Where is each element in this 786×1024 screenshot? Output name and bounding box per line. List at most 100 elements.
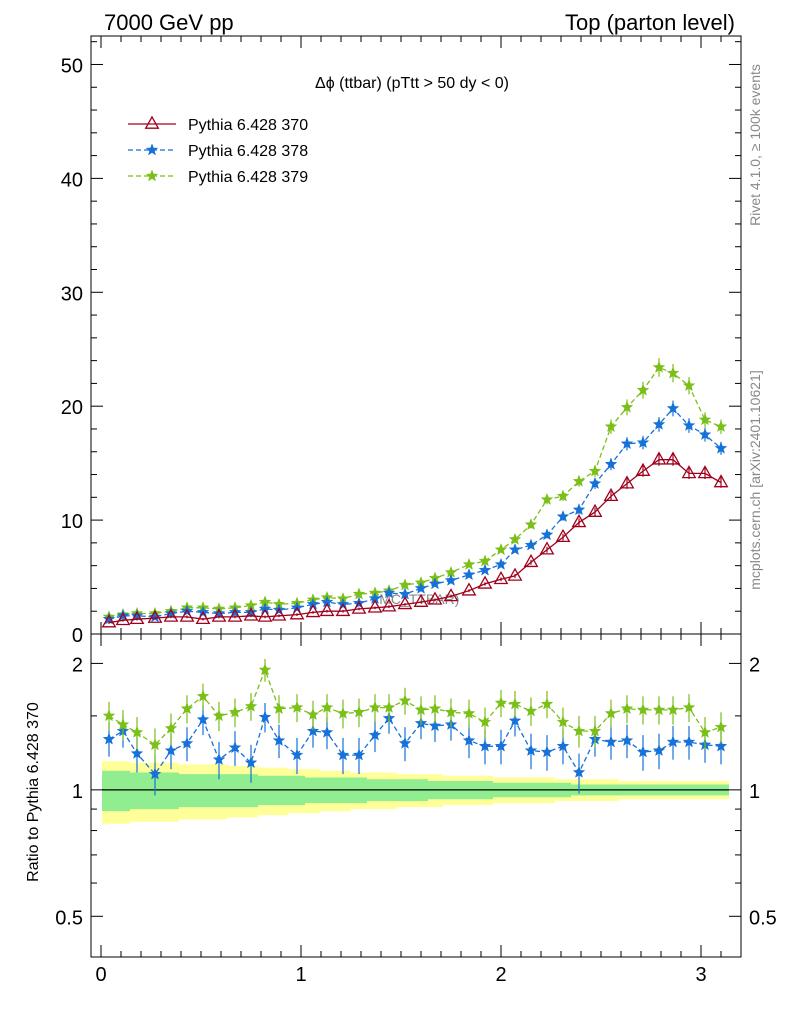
ratio-ytick-label: 0.5 [55, 907, 83, 929]
ratio-series-0-point [164, 743, 178, 757]
ratio-series-0-point [272, 733, 286, 747]
ytick-label: 40 [61, 169, 83, 191]
ratio-series-1-point [524, 704, 538, 717]
ratio-series-0-point [666, 735, 680, 748]
legend-label-2: Pythia 6.428 379 [188, 169, 308, 186]
legend-marker-0 [144, 115, 160, 129]
main-series-0-point [507, 567, 523, 581]
main-series-1-point [636, 435, 650, 449]
legend-marker-2 [145, 169, 159, 182]
main-series-1-point [714, 441, 728, 454]
ratio-series-1-point [398, 693, 412, 707]
ratio-series-0-point [494, 739, 508, 752]
uncertainty-band-inner [102, 770, 729, 812]
ratio-series-0-point [102, 732, 116, 745]
main-series-0-point [257, 608, 273, 622]
header-right: Top (parton level) [565, 10, 735, 35]
ratio-series-0-point [462, 733, 476, 747]
ratio-series-0-point [130, 746, 144, 759]
main-series-0-point [651, 451, 667, 465]
main-series-1-point [698, 428, 712, 441]
main-series-2-point [698, 413, 712, 426]
main-series-1-point [540, 528, 554, 541]
ratio-series-1-point [306, 708, 320, 721]
ratio-series-1-point [636, 703, 650, 716]
main-series-0-point [397, 596, 413, 610]
ratio-series-1-point [462, 706, 476, 719]
main-series-1-point [116, 609, 130, 622]
main-series-2-point [666, 366, 680, 379]
ratio-series-1-point [228, 705, 242, 718]
main-series-0-point [555, 528, 571, 543]
main-series-0-point [461, 582, 477, 596]
ratio-series-1-point [196, 689, 210, 702]
main-series-0-point [603, 487, 619, 502]
main-series-1-point [258, 602, 272, 615]
xtick-label: 3 [695, 964, 706, 986]
main-series-2-point [588, 464, 602, 477]
ratio-series-0-point [572, 765, 586, 778]
ytick-label: 30 [61, 283, 83, 305]
main-series-0-point [335, 602, 351, 617]
main-series-0-point [195, 610, 211, 625]
main-series-0-point [539, 541, 555, 555]
ratio-series-0-point [508, 714, 522, 727]
ratio-series-0-point [244, 756, 258, 769]
ratio-series-1-point [164, 721, 178, 734]
ytick-label: 20 [61, 397, 83, 419]
main-series-2-point [714, 419, 728, 433]
main-series-1-point [306, 597, 320, 610]
ratio-series-1-point [368, 700, 382, 713]
legend-label-1: Pythia 6.428 378 [188, 143, 308, 160]
watermark: (MC_TTBAR) [375, 591, 460, 607]
ratio-ytick-label-right: 1 [749, 781, 760, 803]
ratio-series-1-point [130, 725, 144, 738]
ratio-series-0-point [320, 725, 334, 738]
ratio-series-1-point [382, 700, 396, 713]
legend-label-0: Pythia 6.428 370 [188, 117, 308, 134]
ratio-series-1-point [444, 705, 458, 718]
main-series-0-point [305, 604, 321, 618]
ratio-series-1-point [556, 715, 570, 728]
ratio-series-0-point [398, 736, 412, 749]
ratio-series-0-point [148, 767, 162, 780]
legend: Pythia 6.428 370 Pythia 6.428 378 Pythia 6… [128, 115, 308, 186]
ytick-label: 10 [61, 511, 83, 533]
main-series-1-point [604, 457, 618, 470]
ratio-series-0-point [714, 739, 728, 752]
xtick-label: 1 [295, 964, 306, 986]
main-series-0-point [289, 606, 305, 620]
ratio-series-0-point [306, 724, 320, 737]
ratio-series-1-point [272, 701, 286, 715]
ratio-ylabel: Ratio to Pythia 6.428 370 [25, 702, 42, 882]
main-series-1-point [428, 577, 442, 590]
main-series-2-point [494, 542, 508, 556]
ratio-series-1-point [290, 700, 304, 713]
ratio-series-1-point [352, 705, 366, 718]
ratio-series-1-point [258, 663, 272, 676]
ratio-series-0-point [556, 739, 570, 752]
main-series-1-point [462, 568, 476, 581]
main-series-0-point [713, 474, 729, 488]
main-series-0-point [681, 465, 697, 479]
main-series-0-point [381, 598, 397, 612]
ratio-series-1-point [494, 696, 508, 709]
ratio-series-1-point [540, 697, 554, 710]
main-series-0-point [587, 503, 603, 517]
ratio-series-1-point [102, 709, 116, 722]
ratio-series-0-point [352, 748, 366, 761]
main-series-1-point [478, 563, 492, 576]
plot-title: Δϕ (ttbar) (pTtt > 50 dy < 0) [315, 75, 509, 92]
ratio-series-0-point [212, 753, 226, 766]
main-series-0-point [211, 608, 227, 622]
ratio-series-0-line [108, 715, 722, 776]
main-series-0-point [477, 575, 493, 589]
ratio-series-1-point [212, 709, 226, 722]
main-series-0-point [367, 599, 383, 613]
ratio-series-0-point [228, 740, 242, 754]
main-series-0-point [179, 608, 195, 622]
header-left: 7000 GeV pp [104, 10, 234, 35]
main-series-0-point [319, 602, 335, 617]
main-series-1-point [494, 557, 508, 570]
main-series-0-point [227, 608, 243, 622]
